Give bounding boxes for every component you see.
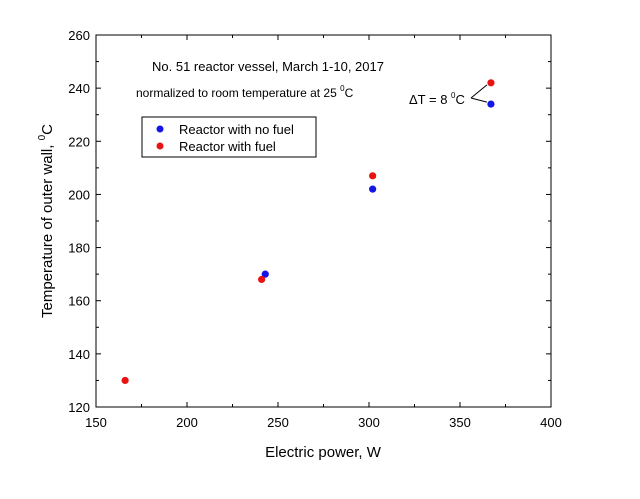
y-tick-label: 240 [68, 81, 90, 96]
legend: Reactor with no fuel Reactor with fuel [141, 116, 317, 158]
y-axis-title-unit: C [39, 124, 56, 135]
chart-subtitle: normalized to room temperature at 25 0C [136, 84, 354, 100]
y-axis-title: Temperature of outer wall, 0C [37, 124, 56, 318]
data-point-fuel [121, 376, 129, 385]
chart-subtitle-text: normalized to room temperature at 25 [136, 86, 340, 100]
y-tick-label: 260 [68, 28, 90, 43]
data-point-no-fuel [261, 270, 269, 278]
legend-marker-fuel [156, 142, 164, 150]
delta-t-annotation: ΔT = 8 0C [409, 84, 488, 107]
x-tick-label: 300 [358, 415, 380, 430]
x-axis-title: Electric power, W [265, 444, 382, 461]
y-tick-label: 200 [68, 187, 90, 202]
x-tick-label: 250 [267, 415, 289, 430]
delta-t-text: ΔT = 8 [409, 92, 451, 107]
y-axis: 120 140 160 180 200 220 240 260 [68, 28, 551, 415]
data-point-no-fuel [369, 185, 377, 193]
y-axis-title-degree: 0 [37, 134, 48, 140]
data-point-fuel [487, 79, 495, 87]
delta-t-unit: C [456, 92, 465, 107]
legend-marker-no-fuel [156, 125, 164, 133]
chart-subtitle-degree: 0 [340, 84, 345, 93]
y-axis-title-text: Temperature of outer wall, [39, 140, 56, 318]
data-points [121, 79, 495, 385]
y-axis-title-group: Temperature of outer wall, 0C [37, 124, 56, 318]
chart-title: No. 51 reactor vessel, March 1-10, 2017 [152, 59, 384, 74]
data-point-fuel [369, 172, 377, 180]
annotation-line-lower [470, 97, 488, 103]
chart-subtitle-unit: C [345, 86, 354, 100]
legend-box [141, 116, 317, 158]
y-tick-label: 180 [68, 241, 90, 256]
annotation-line-upper [470, 84, 488, 99]
legend-label-fuel: Reactor with fuel [179, 139, 276, 154]
data-point-fuel [258, 275, 266, 284]
x-tick-label: 200 [176, 415, 198, 430]
x-tick-label: 150 [85, 415, 107, 430]
x-tick-label: 350 [449, 415, 471, 430]
y-tick-label: 140 [68, 347, 90, 362]
data-point-no-fuel [487, 100, 495, 108]
x-tick-label: 400 [540, 415, 562, 430]
delta-t-degree: 0 [451, 91, 456, 100]
x-axis: 150 200 250 300 350 400 [85, 35, 562, 430]
y-tick-label: 120 [68, 400, 90, 415]
legend-label-no-fuel: Reactor with no fuel [179, 122, 294, 137]
y-tick-label: 220 [68, 134, 90, 149]
delta-t-label: ΔT = 8 0C [409, 91, 465, 107]
y-tick-label: 160 [68, 294, 90, 309]
